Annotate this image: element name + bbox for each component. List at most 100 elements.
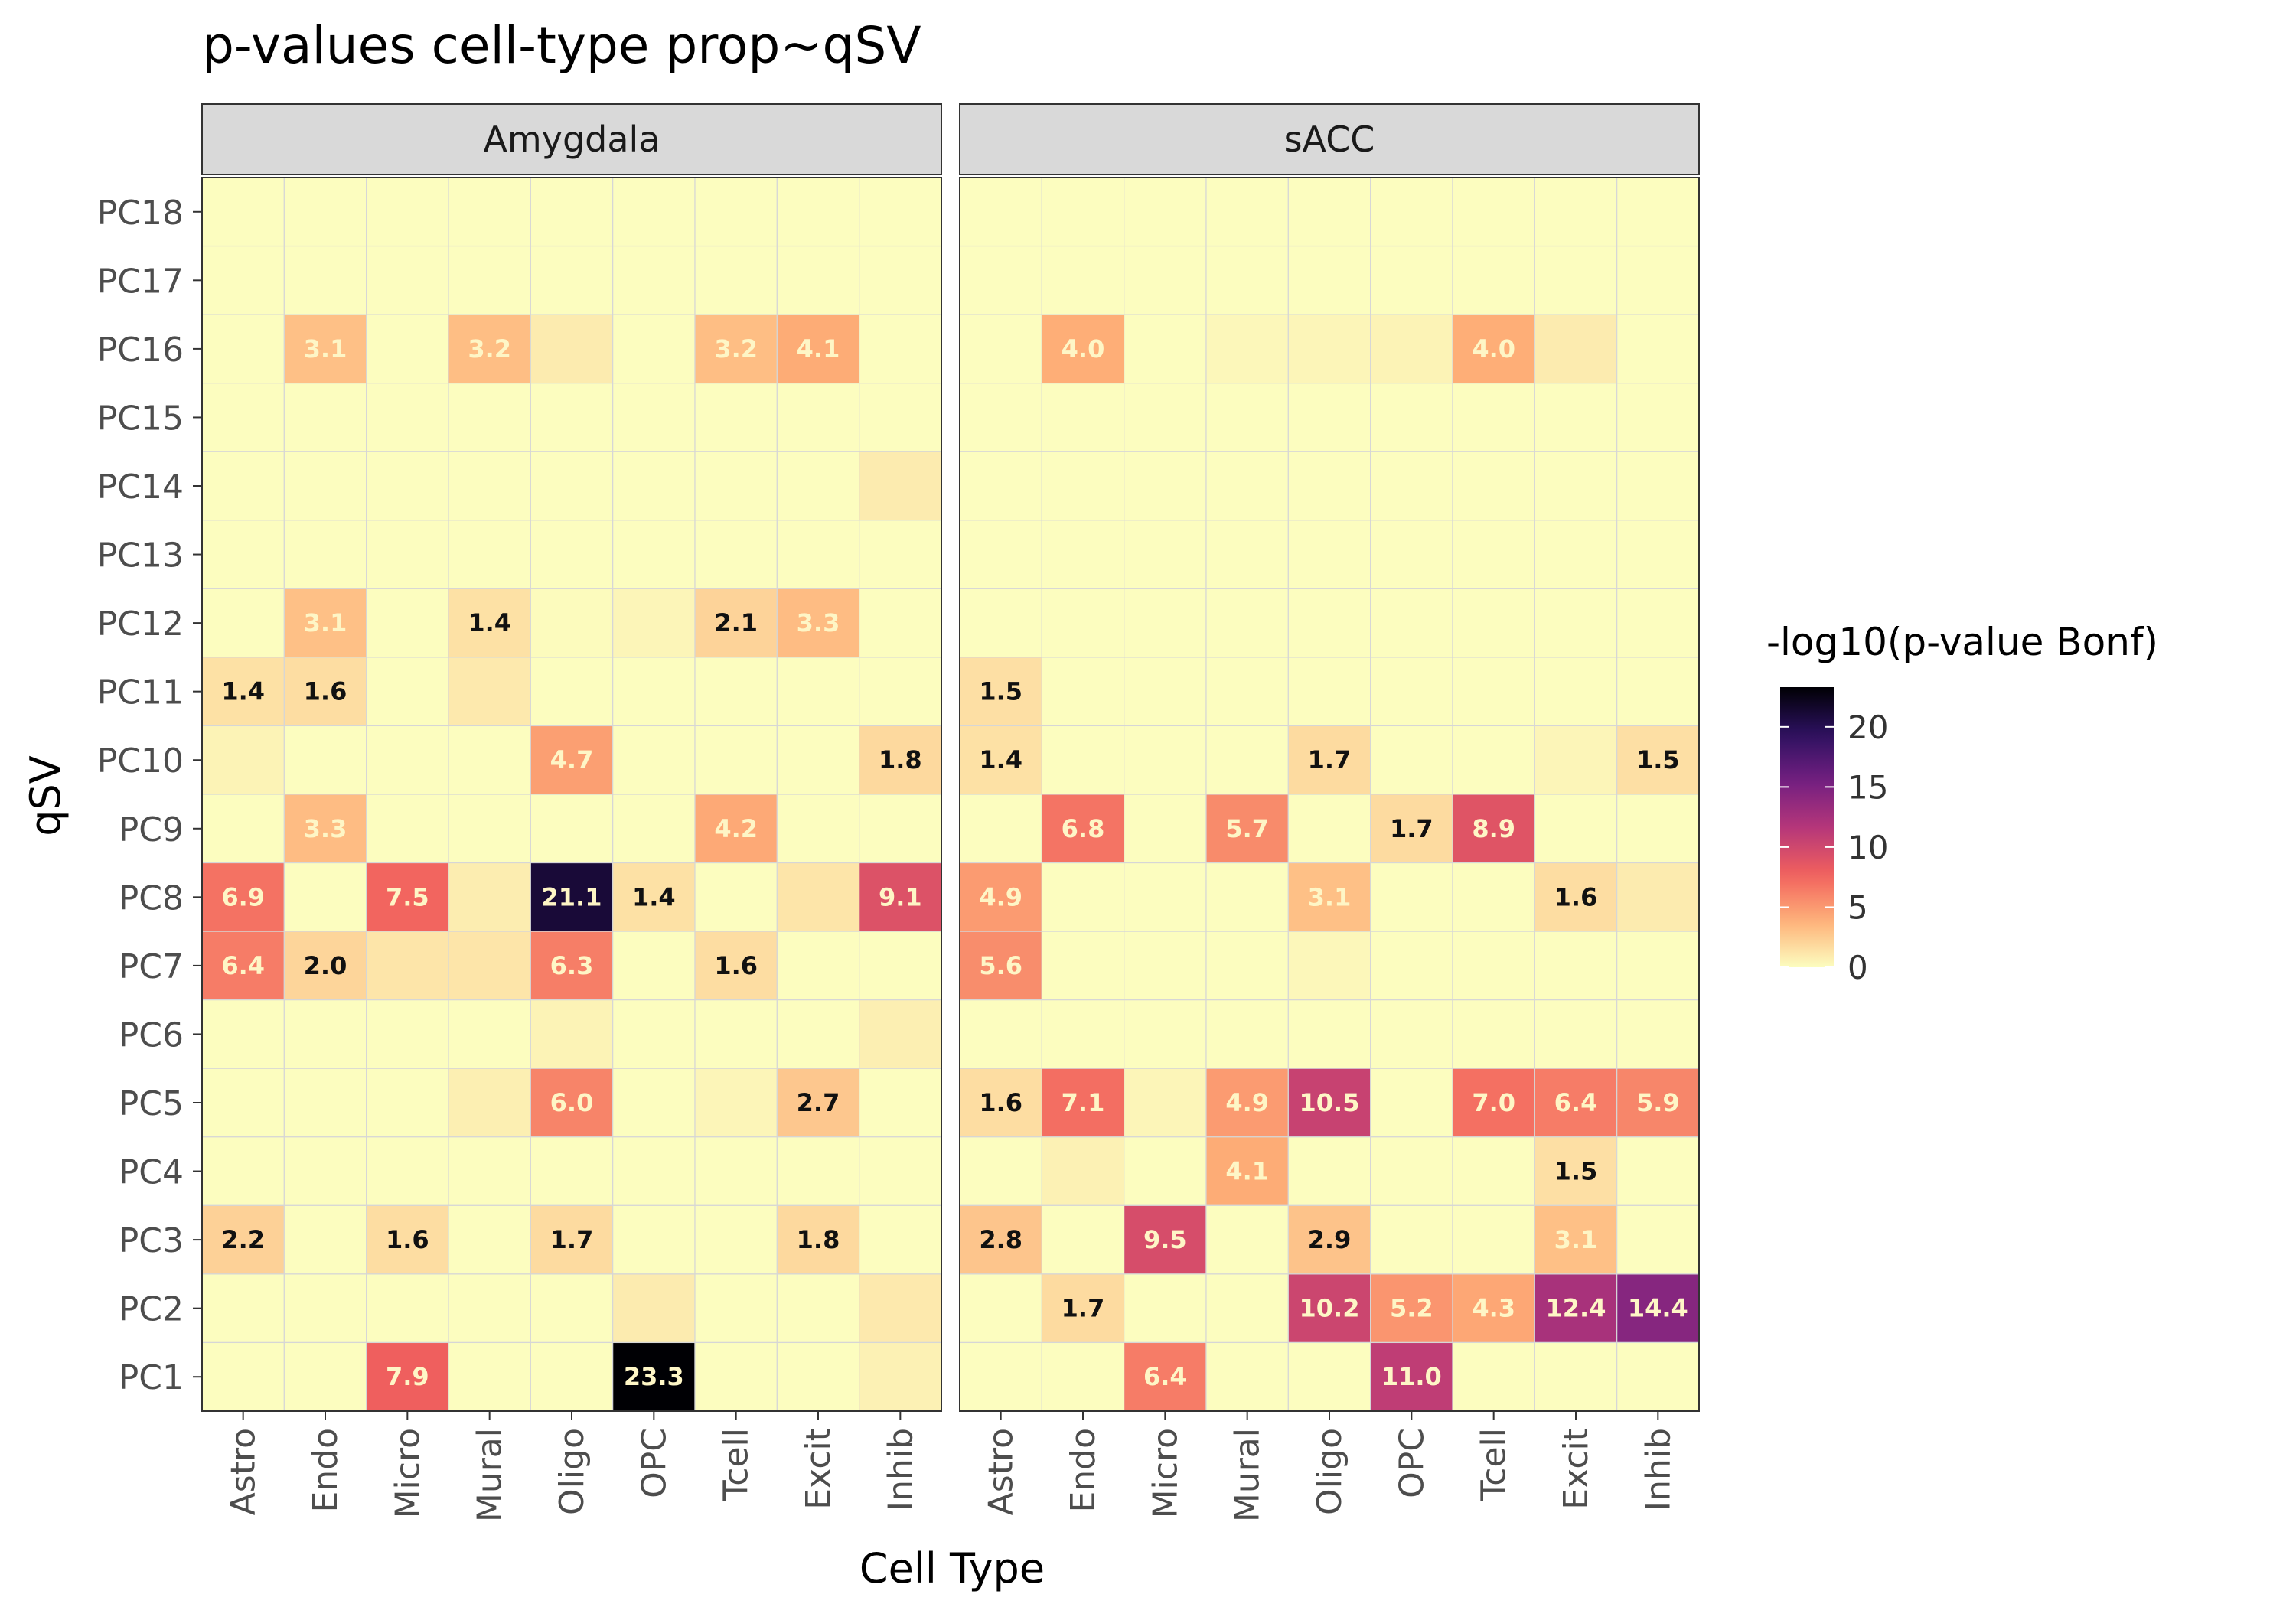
- cell-value-label: 1.8: [797, 1225, 840, 1254]
- heatmap-cell: [694, 1341, 778, 1412]
- heatmap-cell: [1287, 1068, 1371, 1138]
- heatmap-cell: [366, 1204, 449, 1275]
- cell-value-label: 7.9: [386, 1362, 429, 1391]
- y-tick-label: PC9: [119, 810, 184, 849]
- heatmap-cell: [1370, 588, 1453, 658]
- heatmap-cell: [201, 245, 285, 315]
- y-tick-label: PC1: [119, 1358, 184, 1397]
- heatmap-cell: [1534, 657, 1618, 727]
- heatmap-cell: [1370, 451, 1453, 521]
- y-tick-label: PC16: [97, 331, 184, 370]
- heatmap-cell: [283, 931, 367, 1001]
- cell-value-label: 2.1: [714, 608, 758, 637]
- heatmap-cell: [530, 725, 614, 795]
- heatmap-cell: [1616, 520, 1700, 589]
- color-legend: 0 5 10 15 20: [1780, 687, 1888, 986]
- heatmap-cell: [612, 725, 696, 795]
- heatmap-cell: [1287, 588, 1371, 658]
- heatmap-cell: [1616, 1136, 1700, 1206]
- heatmap-cell: [859, 1204, 942, 1275]
- heatmap-cell: [1452, 1341, 1535, 1412]
- heatmap-cell: [1616, 1204, 1700, 1275]
- cell-value-label: 6.9: [221, 882, 265, 911]
- heatmap-cell: [859, 451, 942, 521]
- heatmap-cell: [448, 862, 531, 932]
- y-tick-label: PC17: [97, 262, 184, 301]
- heatmap-cell: [776, 1341, 860, 1412]
- heatmap-cell: [1452, 588, 1535, 658]
- heatmap-cell: [859, 314, 942, 384]
- cell-value-label: 8.9: [1472, 814, 1515, 843]
- cell-value-label: 2.8: [979, 1225, 1022, 1254]
- heatmap-cell: [448, 794, 531, 864]
- facet-label: Amygdala: [483, 119, 660, 160]
- heatmap-cell: [1370, 657, 1453, 727]
- cell-value-label: 2.7: [797, 1088, 840, 1117]
- heatmap-cell: [448, 314, 531, 384]
- heatmap-cell: [530, 451, 614, 521]
- legend-tick-label: 15: [1848, 768, 1888, 806]
- cell-value-label: 1.6: [1554, 882, 1598, 911]
- heatmap-cell: [530, 314, 614, 384]
- heatmap-cell: [1205, 245, 1289, 315]
- panel-amygdala: Amygdala 3.1 3.2 3.2 4.1 3.1 1.4 2.1 3.3 1.4 1.6 4.…: [201, 103, 942, 1522]
- cell-value-label: 4.3: [1472, 1294, 1515, 1323]
- y-tick-label: PC12: [97, 605, 184, 644]
- heatmap-cell: [959, 383, 1042, 452]
- heatmap-cell: [1534, 520, 1618, 589]
- heatmap-cell: [959, 999, 1042, 1069]
- y-tick-label: PC10: [97, 742, 184, 781]
- cell-value-label: 12.4: [1546, 1294, 1606, 1323]
- heatmap-cell: [1616, 245, 1700, 315]
- cell-value-label: 1.7: [1390, 814, 1433, 843]
- heatmap-cell: [1124, 1068, 1207, 1138]
- cell-value-label: 9.5: [1143, 1225, 1187, 1254]
- heatmap-cell: [201, 999, 285, 1069]
- heatmap-cell: [530, 931, 614, 1001]
- x-tick-label: Inhib: [1639, 1428, 1678, 1511]
- facet-strip: [201, 103, 942, 175]
- legend-title: -log10(p-value Bonf): [1766, 620, 2158, 664]
- heatmap-cell: [959, 862, 1042, 932]
- cell-value-label: 11.0: [1381, 1362, 1442, 1391]
- cell-value-label: 3.2: [468, 334, 511, 363]
- x-tick-label: Oligo: [1310, 1428, 1349, 1515]
- heatmap-cell: [859, 177, 942, 247]
- heatmap-cell: [1370, 245, 1453, 315]
- heatmap-cell: [959, 245, 1042, 315]
- heatmap-cell: [1041, 931, 1125, 1001]
- heatmap-cell: [1041, 1136, 1125, 1206]
- heatmap-cell: [1124, 177, 1207, 247]
- heatmap-cell: [1452, 314, 1535, 384]
- heatmap-cell: [1124, 862, 1207, 932]
- heatmap-cell: [859, 588, 942, 658]
- cell-value-label: 4.2: [714, 814, 758, 843]
- heatmap-cell: [1205, 999, 1289, 1069]
- heatmap-cell: [612, 1273, 696, 1344]
- heatmap-cell: [1041, 1341, 1125, 1412]
- heatmap-cell: [1287, 1136, 1371, 1206]
- heatmap-cell: [1041, 177, 1125, 247]
- heatmap-cell: [1287, 245, 1371, 315]
- heatmap-cell: [1041, 383, 1125, 452]
- heatmap-cell: [366, 931, 449, 1001]
- heatmap-cell: [366, 657, 449, 727]
- heatmap-cell: [1616, 999, 1700, 1069]
- y-tick-label: PC11: [97, 673, 184, 712]
- cell-value-label: 2.0: [304, 951, 347, 980]
- heatmap-cell: [1205, 794, 1289, 864]
- cell-value-label: 1.7: [550, 1225, 594, 1254]
- heatmap-cell: [448, 245, 531, 315]
- heatmap-cell: [694, 1136, 778, 1206]
- heatmap-cell: [366, 999, 449, 1069]
- cell-value-label: 7.1: [1062, 1088, 1105, 1117]
- heatmap-cell: [366, 177, 449, 247]
- heatmap-cell: [776, 862, 860, 932]
- heatmap-cell: [1041, 657, 1125, 727]
- x-tick-label: Astro: [224, 1428, 263, 1515]
- heatmap-cell: [201, 931, 285, 1001]
- heatmap-cell: [612, 931, 696, 1001]
- heatmap-cell: [283, 1341, 367, 1412]
- heatmap-cell: [776, 794, 860, 864]
- heatmap-cell: [1041, 520, 1125, 589]
